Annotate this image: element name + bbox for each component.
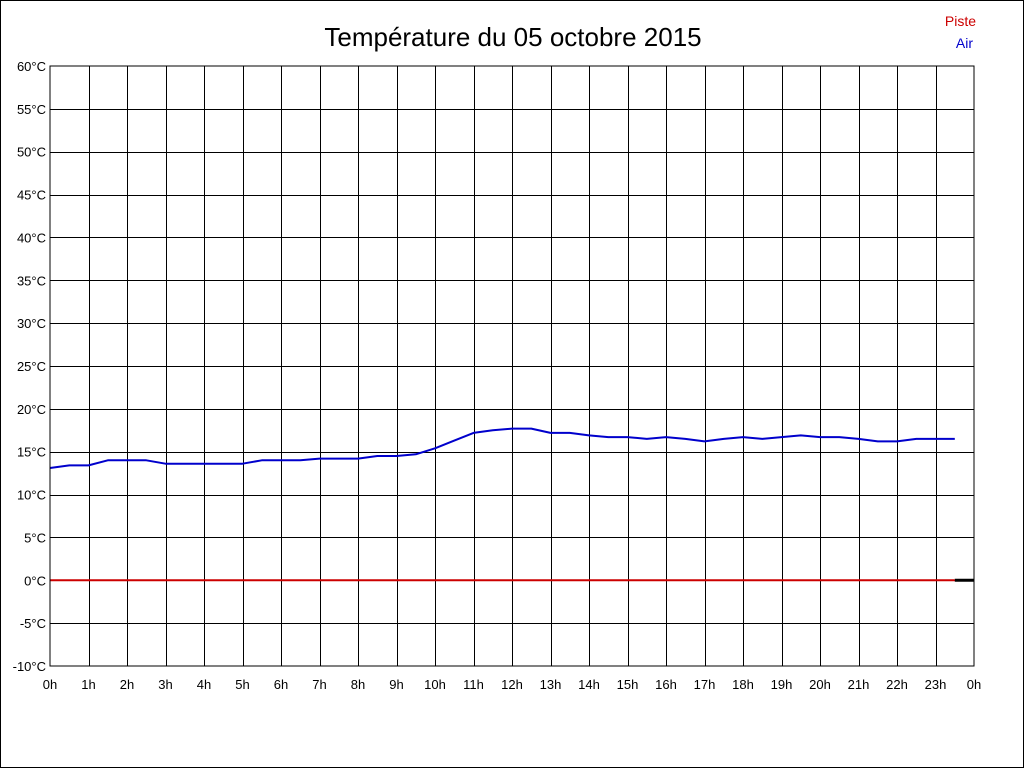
y-tick-label: 40°C [17, 230, 46, 245]
x-tick-label: 2h [120, 677, 134, 692]
x-tick-label: 1h [81, 677, 95, 692]
x-tick-label: 19h [771, 677, 793, 692]
series-line-air [49, 427, 955, 469]
x-tick-label: 3h [158, 677, 172, 692]
x-tick-label: 0h [967, 677, 981, 692]
y-tick-label: 0°C [24, 573, 46, 588]
y-axis-tick-labels: 60°C 55°C 50°C 45°C 40°C 35°C 30°C 25°C 20°C 15°C… [13, 59, 46, 674]
x-tick-label: 14h [578, 677, 600, 692]
x-tick-label: 6h [274, 677, 288, 692]
y-tick-label: 35°C [17, 273, 46, 288]
y-tick-label: 60°C [17, 59, 46, 74]
x-tick-label: 15h [617, 677, 639, 692]
x-tick-label: 0h [43, 677, 57, 692]
legend-item-piste: Piste [945, 13, 976, 29]
series-layer [49, 427, 974, 582]
y-tick-label: 55°C [17, 102, 46, 117]
x-tick-label: 10h [424, 677, 446, 692]
x-axis-tick-labels: 0h 1h 2h 3h 4h 5h 6h 7h 8h 9h 10h 11h 12h 13h 14h 15h 16… [43, 677, 981, 692]
y-tick-label: 10°C [17, 488, 46, 503]
y-tick-label: 5°C [24, 530, 46, 545]
x-tick-label: 5h [235, 677, 249, 692]
x-tick-label: 4h [197, 677, 211, 692]
chart-title: Température du 05 octobre 2015 [324, 22, 701, 52]
x-tick-label: 18h [732, 677, 754, 692]
plot-area [49, 65, 975, 667]
x-tick-label: 16h [655, 677, 677, 692]
grid [50, 66, 974, 666]
x-tick-label: 22h [886, 677, 908, 692]
y-tick-label: 15°C [17, 445, 46, 460]
x-tick-label: 21h [848, 677, 870, 692]
x-tick-label: 12h [501, 677, 523, 692]
x-tick-label: 11h [463, 677, 484, 692]
x-tick-label: 7h [312, 677, 326, 692]
y-tick-label: 45°C [17, 188, 46, 203]
legend-item-air: Air [956, 35, 973, 51]
x-tick-label: 8h [351, 677, 365, 692]
y-tick-label: 20°C [17, 402, 46, 417]
x-tick-label: 17h [694, 677, 716, 692]
x-tick-label: 20h [809, 677, 831, 692]
y-tick-label: 50°C [17, 145, 46, 160]
y-tick-label: 30°C [17, 316, 46, 331]
y-tick-label: 25°C [17, 359, 46, 374]
x-tick-label: 9h [389, 677, 403, 692]
x-tick-label: 13h [540, 677, 562, 692]
y-tick-label: -5°C [20, 616, 46, 631]
y-tick-label: -10°C [13, 659, 46, 674]
x-tick-label: 23h [925, 677, 947, 692]
